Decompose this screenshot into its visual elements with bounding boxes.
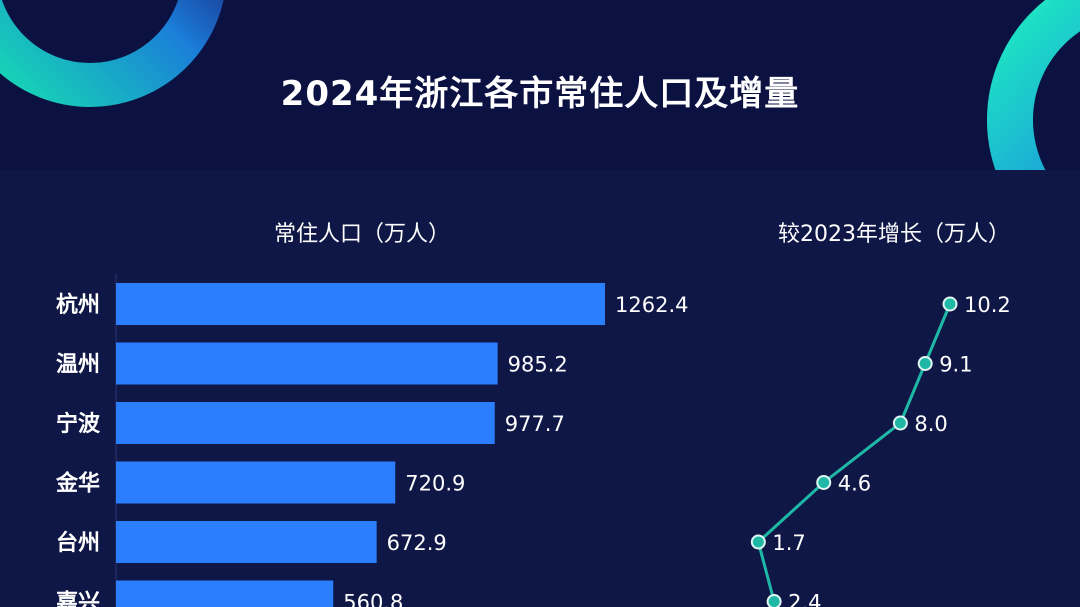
growth-point <box>750 534 766 550</box>
category-label: 嘉兴 <box>56 591 100 607</box>
population-bar <box>116 342 498 385</box>
population-bar <box>116 283 605 325</box>
population-bar <box>116 461 396 504</box>
growth-series-line <box>756 303 952 602</box>
population-bar <box>116 402 495 444</box>
growth-value-label: 2.4 <box>788 591 821 607</box>
growth-point <box>766 594 782 607</box>
growth-point <box>942 296 958 312</box>
growth-point <box>816 475 832 490</box>
category-label: 温州 <box>56 353 100 378</box>
growth-value-label: 10.2 <box>964 293 1011 317</box>
population-bar <box>116 580 334 607</box>
chart-title: 2024年浙江各市常住人口及增量 <box>280 74 800 114</box>
category-label: 台州 <box>56 530 100 556</box>
population-value-label: 720.9 <box>405 472 465 496</box>
population-value-label: 977.7 <box>505 412 565 436</box>
population-value-label: 1262.4 <box>615 293 688 317</box>
growth-value-label: 9.1 <box>939 353 972 377</box>
population-heading: 常住人口（万人） <box>274 222 451 247</box>
population-bar <box>116 521 377 563</box>
category-label: 金华 <box>55 471 100 497</box>
growth-point <box>917 356 933 371</box>
category-label: 宁波 <box>56 411 101 437</box>
growth-value-label: 8.0 <box>914 412 947 436</box>
population-value-label: 672.9 <box>387 531 447 555</box>
population-value-label: 985.2 <box>508 353 568 377</box>
top-right-ring <box>987 0 1080 261</box>
population-value-label: 560.8 <box>343 591 403 607</box>
growth-value-label: 4.6 <box>838 472 871 496</box>
top-left-ring <box>0 0 224 107</box>
growth-point <box>892 415 908 431</box>
category-label: 杭州 <box>56 292 100 318</box>
growth-value-label: 1.7 <box>772 531 805 555</box>
growth-heading: 较2023年增长（万人） <box>778 222 1010 247</box>
